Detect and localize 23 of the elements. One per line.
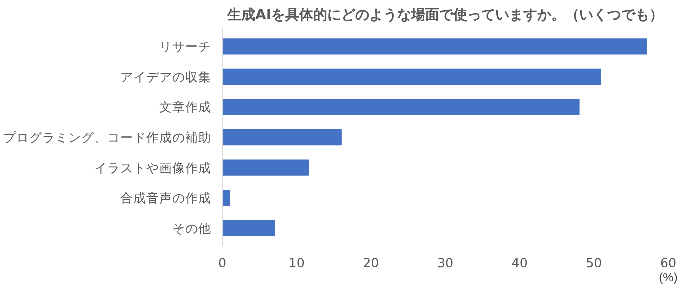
chart-title: 生成AIを具体的にどのような場面で使っていますか。（いくつでも）	[226, 8, 664, 24]
x-tick-label: 0	[218, 256, 227, 270]
bar	[222, 129, 342, 146]
y-tick-label: プログラミング、コード作成の補助	[4, 130, 212, 145]
y-tick-label: リサーチ	[160, 39, 212, 54]
x-tick-label: 20	[363, 256, 380, 270]
x-tick-label: 60	[660, 256, 677, 270]
bar	[222, 68, 602, 86]
x-tick-label: 50	[586, 256, 602, 270]
x-tick-label: 10	[288, 256, 305, 270]
x-tick-label: 30	[437, 256, 454, 270]
bar	[222, 220, 276, 236]
bar	[222, 160, 310, 176]
x-tick-label: 40	[512, 256, 528, 270]
y-tick-label: その他	[172, 220, 212, 236]
y-tick-label: イラストや画像作成	[94, 160, 212, 176]
y-tick-label: アイデアの収集	[120, 69, 212, 84]
bar	[222, 190, 230, 206]
y-tick-label: 文章作成	[160, 100, 212, 115]
bar	[222, 38, 648, 55]
bar	[222, 99, 580, 116]
y-tick-label: 合成音声の作成	[120, 190, 212, 206]
x-axis-title: (%)	[659, 270, 678, 284]
